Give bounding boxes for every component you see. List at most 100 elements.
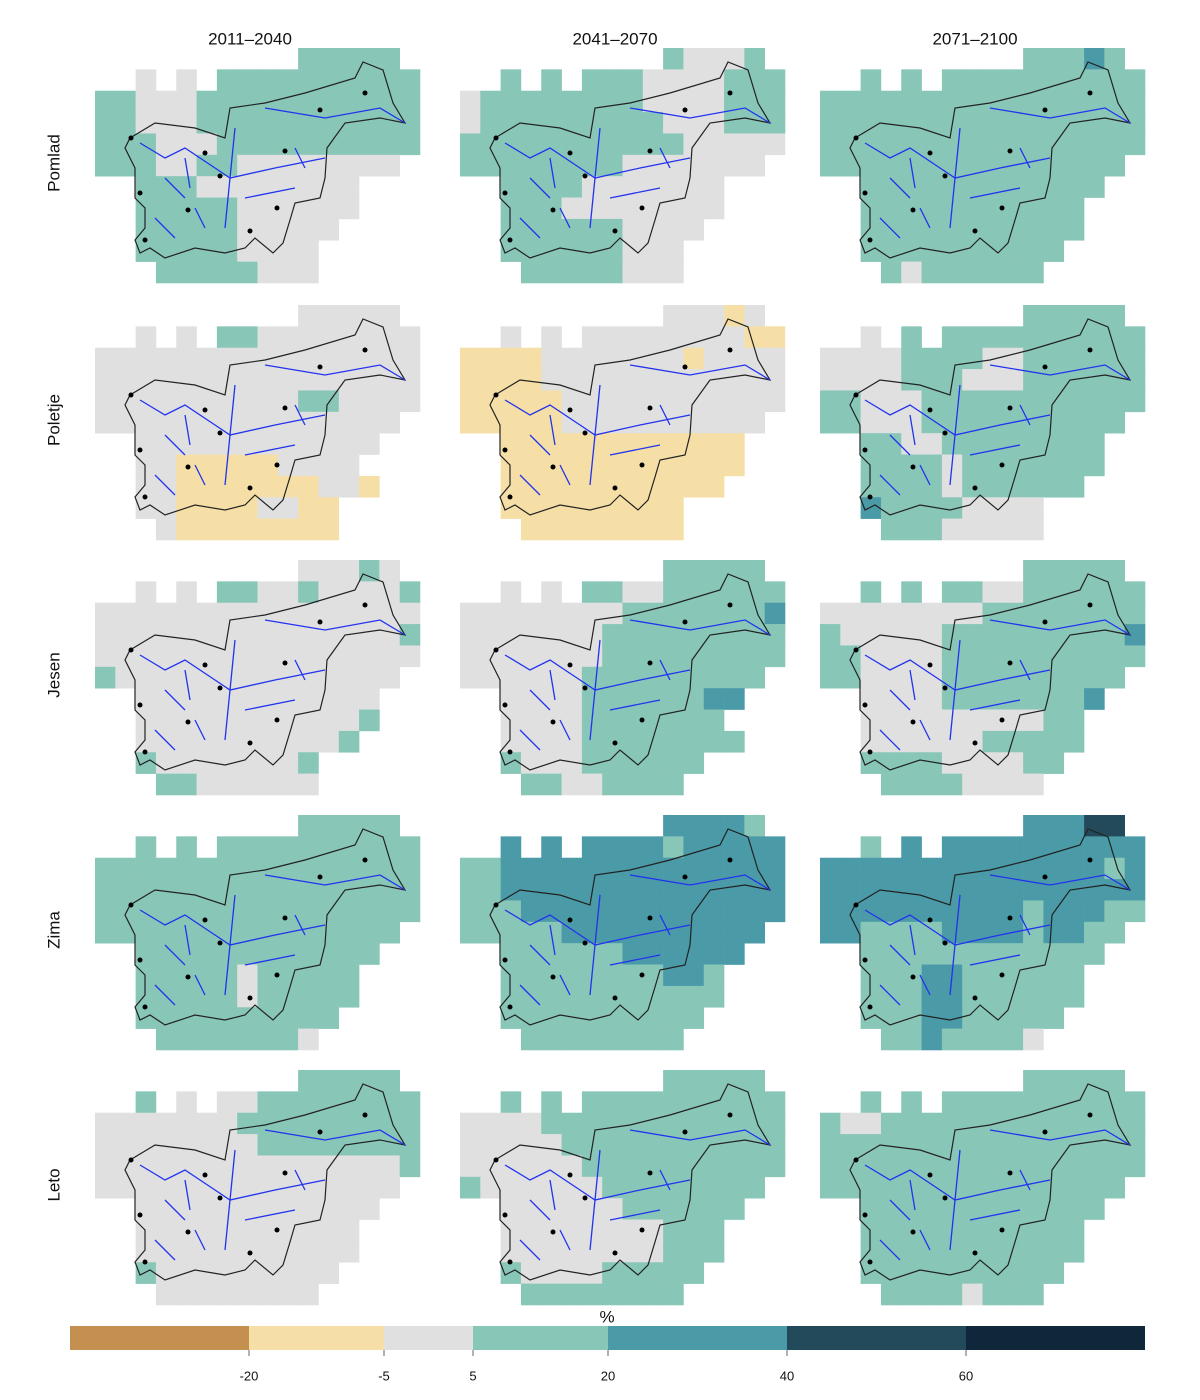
grid-cell — [921, 1155, 943, 1178]
grid-cell — [683, 645, 705, 668]
grid-cell — [581, 1112, 603, 1135]
grid-cell — [703, 857, 725, 880]
grid-cell — [724, 1176, 745, 1199]
grid-cell — [155, 1198, 177, 1220]
grid-cell — [642, 1028, 664, 1051]
grid-cell — [115, 1176, 136, 1199]
grid-cell — [298, 154, 319, 177]
grid-cell — [1023, 1028, 1044, 1051]
grid-cell — [1002, 943, 1024, 965]
grid-cell — [581, 518, 603, 541]
grid-cell — [257, 218, 279, 241]
grid-cell — [642, 964, 664, 987]
grid-cell — [1124, 645, 1146, 668]
grid-cell — [338, 475, 360, 498]
grid-cell — [277, 752, 299, 774]
grid-cell — [318, 1219, 340, 1242]
grid-cell — [764, 857, 786, 880]
grid-cell — [115, 411, 136, 434]
grid-cell — [622, 1283, 644, 1306]
grid-cell — [338, 709, 360, 732]
grid-cell — [277, 218, 299, 241]
grid-cell — [663, 1070, 684, 1092]
grid-cell — [196, 709, 218, 732]
grid-cell — [622, 1176, 644, 1199]
grid-cell — [921, 218, 943, 241]
grid-cell — [1124, 1134, 1146, 1156]
grid-cell — [1043, 730, 1065, 753]
grid-cell — [135, 197, 157, 220]
grid-cell — [379, 390, 400, 413]
grid-cell — [860, 1240, 882, 1263]
grid-cell — [962, 1262, 983, 1284]
grid-cell — [216, 730, 238, 753]
grid-cell — [277, 369, 299, 391]
grid-cell — [95, 1155, 116, 1178]
grid-cell — [921, 730, 943, 753]
grid-cell — [115, 347, 136, 370]
grid-cell — [1124, 133, 1146, 156]
grid-cell — [155, 1283, 177, 1306]
grid-cell — [982, 411, 1004, 434]
legend-tick-label: 5 — [469, 1368, 476, 1383]
grid-cell — [561, 390, 583, 413]
grid-cell — [176, 112, 197, 134]
grid-cell — [982, 90, 1004, 113]
grid-cell — [663, 688, 684, 710]
grid-cell — [196, 964, 218, 987]
grid-cell — [1023, 879, 1044, 901]
grid-cell — [135, 411, 157, 434]
grid-cell — [561, 602, 583, 625]
grid-cell — [1043, 176, 1065, 198]
grid-cell — [155, 90, 177, 113]
grid-cell — [196, 1283, 218, 1306]
grid-cell — [460, 879, 481, 901]
grid-cell — [581, 1240, 603, 1263]
grid-cell — [860, 112, 882, 134]
grid-cell — [622, 69, 644, 92]
grid-cell — [703, 730, 725, 753]
grid-cell — [257, 390, 279, 413]
grid-cell — [642, 497, 664, 519]
grid-cell — [982, 347, 1004, 370]
grid-cell — [921, 624, 943, 646]
grid-cell — [744, 1091, 765, 1114]
grid-cell — [318, 475, 340, 498]
grid-cell — [298, 602, 319, 625]
grid-cell — [581, 1198, 603, 1220]
grid-cell — [1002, 69, 1024, 92]
legend-swatch — [966, 1326, 1145, 1350]
grid-cell — [1063, 730, 1085, 753]
grid-cell — [962, 581, 983, 604]
grid-cell — [561, 90, 583, 113]
grid-cell — [901, 112, 922, 134]
grid-cell — [941, 518, 963, 541]
grid-cell — [1063, 1112, 1085, 1135]
grid-cell — [277, 857, 299, 880]
grid-cell — [318, 1091, 340, 1114]
grid-cell — [561, 1176, 583, 1199]
grid-cell — [602, 475, 623, 498]
grid-cell — [216, 666, 238, 689]
grid-cell — [561, 433, 583, 455]
grid-cell — [622, 90, 644, 113]
grid-cell — [860, 1091, 882, 1114]
grid-cell — [1043, 454, 1065, 477]
grid-cell — [1043, 305, 1065, 327]
grid-cell — [962, 112, 983, 134]
grid-cell — [1002, 985, 1024, 1008]
grid-cell — [520, 1198, 542, 1220]
grid-cell — [642, 90, 664, 113]
grid-cell — [500, 1176, 522, 1199]
grid-cell — [520, 943, 542, 965]
grid-cell — [921, 900, 943, 923]
grid-cell — [298, 1262, 319, 1284]
grid-cell — [962, 879, 983, 901]
grid-cell — [962, 433, 983, 455]
grid-cell — [196, 1198, 218, 1220]
grid-cell — [1023, 1240, 1044, 1263]
grid-cell — [1084, 1134, 1105, 1156]
grid-cell — [820, 112, 841, 134]
grid-cell — [663, 218, 684, 241]
grid-cell — [703, 197, 725, 220]
